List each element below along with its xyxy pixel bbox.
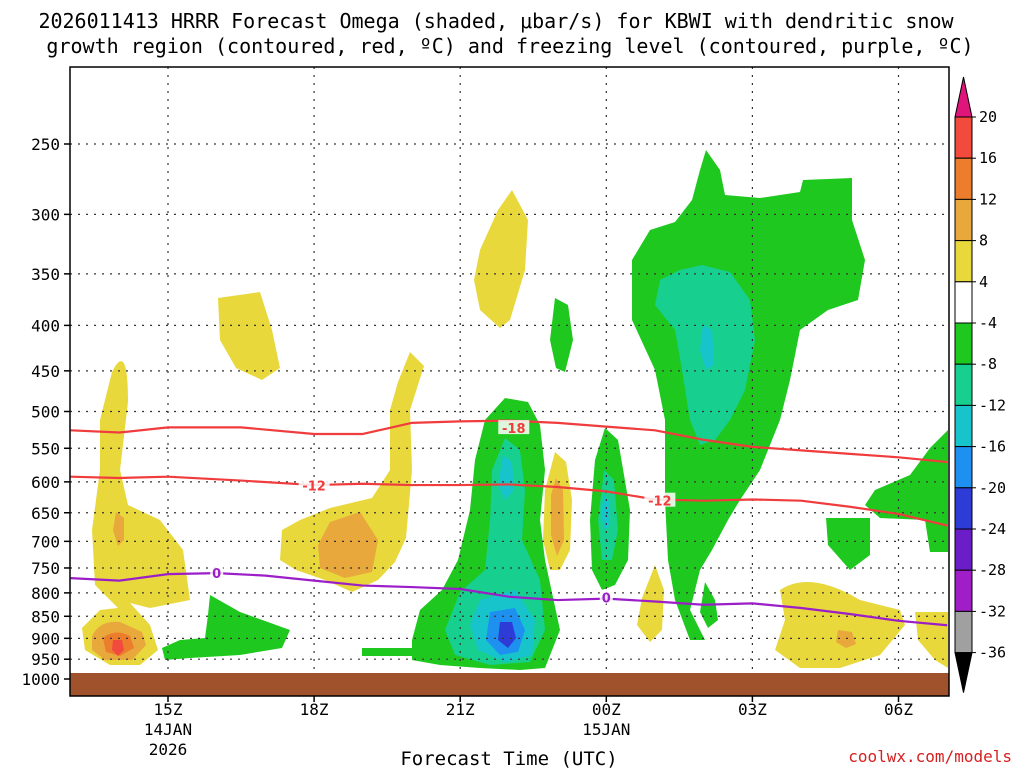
- contour-label-bg: [498, 420, 530, 435]
- colorbar-label: -20: [979, 479, 1006, 497]
- gridlines: [70, 67, 949, 696]
- dgz-minus12: [70, 475, 948, 527]
- colorbar-top-arrow: [954, 76, 973, 118]
- colorbar-label: 4: [979, 273, 988, 291]
- y-tick-label: 900: [31, 629, 60, 648]
- colorbar-bin: [954, 446, 973, 489]
- x-tick-label: 03Z: [738, 700, 767, 719]
- contour-label-bg: [298, 477, 330, 492]
- colorbar-label: -12: [979, 396, 1006, 414]
- omega-positive-region-left-mid: [113, 512, 124, 546]
- omega-positive-region-small: [637, 565, 664, 642]
- x-tick-label: 2026: [149, 740, 188, 759]
- colorbar-label: -24: [979, 520, 1006, 538]
- colorbar-bin: [954, 404, 973, 448]
- credit-text: coolwx.com/models: [848, 747, 1012, 766]
- y-tick-label: 1000: [21, 670, 60, 689]
- x-tick-label: 15JAN: [582, 720, 630, 739]
- omega-shading: [82, 150, 948, 670]
- x-tick-label: 06Z: [884, 700, 913, 719]
- colorbar-bin: [954, 363, 973, 406]
- omega-negative-region-low-left: [162, 595, 290, 660]
- x-tick-label: 00Z: [592, 700, 621, 719]
- contour-label: -12: [648, 495, 672, 510]
- y-tick-label: 250: [31, 135, 60, 154]
- omega-positive-region-narrow-strong: [551, 478, 564, 556]
- chart-title-line2: growth region (contoured, red, ºC) and f…: [46, 34, 973, 58]
- contour-label: 0: [212, 567, 221, 582]
- omega-positive-region-upper-tall: [474, 190, 528, 328]
- ground-surface: [70, 673, 949, 696]
- colorbar-bin: [954, 116, 973, 159]
- contour-label: -18: [502, 422, 526, 437]
- y-tick-label: 950: [31, 650, 60, 669]
- colorbar-bin: [954, 157, 973, 200]
- colorbar-label: 16: [979, 149, 997, 167]
- y-tick-label: 500: [31, 403, 60, 422]
- colorbar-bin: [954, 528, 973, 571]
- y-tick-label: 550: [31, 439, 60, 458]
- omega-negative-region-sliver: [362, 648, 412, 656]
- colorbar-bin: [954, 198, 973, 242]
- colorbar-label: 8: [979, 232, 988, 250]
- omega-positive-region-mid-strong: [318, 512, 378, 578]
- colorbar-bin: [954, 569, 973, 612]
- contour-label-bg: [644, 492, 676, 507]
- omega-positive-region-lower-right: [775, 582, 905, 668]
- colorbar-bin: [954, 610, 973, 654]
- colorbar-bin: [954, 487, 973, 530]
- y-tick-label: 450: [31, 362, 60, 381]
- colorbar: 20 16 12 8 4 -4 -8 -12 -16 -20 -24 -28 -32 -36: [954, 76, 1006, 693]
- colorbar-label: 20: [979, 108, 997, 126]
- y-tick-label: 400: [31, 316, 60, 335]
- y-tick-label: 300: [31, 205, 60, 224]
- colorbar-label: -8: [979, 355, 997, 373]
- plot-area: -18 -12 -12 0 0: [69, 66, 950, 697]
- x-tick-label: 21Z: [446, 700, 475, 719]
- omega-negative-region-central-upper: [498, 455, 514, 500]
- colorbar-label: -36: [979, 644, 1006, 662]
- colorbar-label: -32: [979, 602, 1006, 620]
- contour-label: -12: [302, 480, 326, 495]
- omega-negative-region-thin-upper: [550, 298, 573, 372]
- colorbar-label: -16: [979, 438, 1006, 456]
- dgz-minus18: [70, 419, 948, 464]
- contour-label-bg: [599, 589, 613, 604]
- x-axis-label: Forecast Time (UTC): [400, 748, 617, 768]
- omega-positive-region-lower-right-core: [836, 630, 856, 648]
- omega-negative-region-central-core: [498, 622, 516, 648]
- plot-frame: [69, 66, 950, 697]
- y-tick-label: 800: [31, 584, 60, 603]
- contour-labels: -18 -12 -12 0 0: [210, 420, 676, 607]
- colorbar-bin: [954, 322, 973, 365]
- colorbar-bin: [954, 240, 973, 283]
- contour-label-bg: [210, 565, 224, 580]
- colorbar-bin: [954, 281, 973, 324]
- omega-positive-region-edge: [915, 612, 948, 668]
- colorbar-label: -28: [979, 561, 1006, 579]
- x-tick-label: 15Z: [154, 700, 183, 719]
- colorbar-label: 12: [979, 190, 997, 208]
- y-tick-label: 850: [31, 607, 60, 626]
- y-tick-label: 750: [31, 559, 60, 578]
- omega-positive-region-mid: [280, 352, 424, 592]
- y-tick-label: 350: [31, 265, 60, 284]
- omega-negative-region-thin-mid-core: [601, 495, 610, 530]
- omega-negative-region-right-edge-lower: [826, 518, 870, 570]
- omega-positive-region-left-peak: [112, 640, 124, 656]
- chart-title-line1: 2026011413 HRRR Forecast Omega (shaded, …: [38, 9, 954, 33]
- contour-label: 0: [602, 592, 611, 607]
- x-tick-label: 14JAN: [144, 720, 192, 739]
- y-tick-label: 700: [31, 532, 60, 551]
- omega-negative-region-upper-right-core: [700, 325, 714, 370]
- y-tick-label: 600: [31, 473, 60, 492]
- y-tick-label: 650: [31, 504, 60, 523]
- x-tick-label: 18Z: [300, 700, 329, 719]
- y-axis-pressure: 250 300 350 400 450 500 550 600 650 700 750 800 850 9…: [21, 135, 70, 689]
- omega-positive-region-upper: [218, 292, 280, 380]
- colorbar-label: -4: [979, 314, 997, 332]
- colorbar-bottom-arrow: [954, 652, 973, 693]
